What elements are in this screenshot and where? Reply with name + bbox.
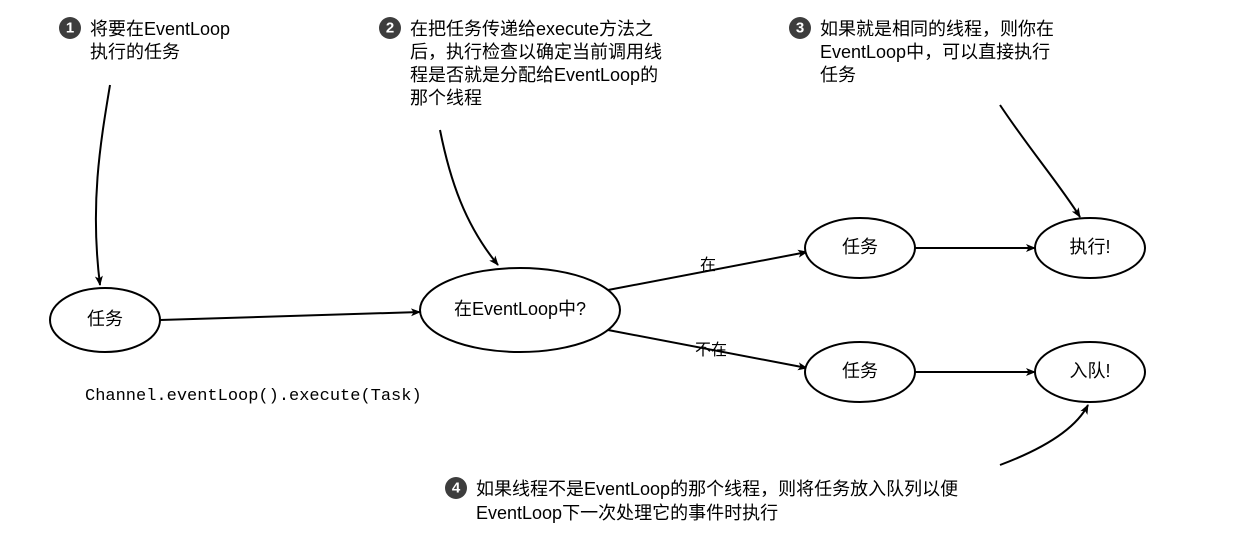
annotation-number-3: 3 [796, 20, 804, 37]
annotation-arrow-3 [1000, 105, 1080, 217]
edge-task1-to-decision [160, 312, 420, 320]
annotation-text-2-line-3: 那个线程 [410, 88, 482, 108]
edge-label-decision-taskTop: 在 [700, 256, 716, 274]
annotation-text-3-line-2: 任务 [820, 65, 856, 85]
annotation-text-3-line-1: EventLoop中，可以直接执行 [820, 42, 1050, 62]
annotation-number-4: 4 [452, 480, 461, 497]
node-task1: 任务 [50, 288, 160, 352]
annotation-text-2-line-2: 程是否就是分配给EventLoop的 [410, 65, 658, 85]
eventloop-flowchart: 在不在 任务在EventLoop中?任务任务执行!入队! 1将要在EventLo… [0, 0, 1240, 536]
edge-label-decision-taskBot: 不在 [695, 341, 727, 359]
code-snippet: Channel.eventLoop().execute(Task) [85, 387, 422, 406]
annotation-number-1: 1 [66, 20, 74, 37]
annotation-1: 1 将要在EventLoop 执行的任务 [59, 17, 230, 285]
node-taskBot: 任务 [805, 342, 915, 402]
annotation-2: 2 在把任务传递给execute方法之后，执行检查以确定当前调用线程是否就是分配给… [379, 17, 662, 265]
annotation-number-2: 2 [386, 20, 394, 37]
annotation-text-3-line-0: 如果就是相同的线程，则你在 [820, 19, 1054, 39]
node-label-task1: 任务 [87, 309, 123, 329]
annotation-text-1-line-0: 将要在EventLoop [90, 19, 230, 39]
annotations-layer: 1 将要在EventLoop 执行的任务 2 在把任务传递给execute方法之后，执行… [59, 17, 1088, 523]
node-label-decision: 在EventLoop中? [454, 299, 586, 319]
node-taskTop: 任务 [805, 218, 915, 278]
annotation-text-4-line-1: EventLoop下一次处理它的事件时执行 [476, 503, 778, 523]
annotation-4: 4 如果线程不是EventLoop的那个线程，则将任务放入队列以便 EventLoo… [445, 405, 1088, 523]
annotation-text-1-line-1: 执行的任务 [90, 42, 180, 62]
annotation-3: 3 如果就是相同的线程，则你在 EventLoop中，可以直接执行任务 [789, 17, 1080, 217]
annotation-text-2-line-1: 后，执行检查以确定当前调用线 [410, 42, 662, 62]
nodes-layer: 任务在EventLoop中?任务任务执行!入队! [50, 218, 1145, 402]
annotation-arrow-4 [1000, 405, 1088, 465]
node-label-exec: 执行! [1069, 237, 1110, 257]
annotation-text-4-line-0: 如果线程不是EventLoop的那个线程，则将任务放入队列以便 [476, 479, 958, 499]
node-label-enqueue: 入队! [1069, 361, 1110, 381]
node-decision: 在EventLoop中? [420, 268, 620, 352]
annotation-text-2-line-0: 在把任务传递给execute方法之 [410, 19, 653, 39]
node-enqueue: 入队! [1035, 342, 1145, 402]
annotation-arrow-2 [440, 130, 498, 265]
code-layer: Channel.eventLoop().execute(Task) [85, 387, 422, 406]
node-label-taskTop: 任务 [842, 237, 878, 257]
annotation-arrow-1 [96, 85, 110, 285]
node-exec: 执行! [1035, 218, 1145, 278]
node-label-taskBot: 任务 [842, 361, 878, 381]
